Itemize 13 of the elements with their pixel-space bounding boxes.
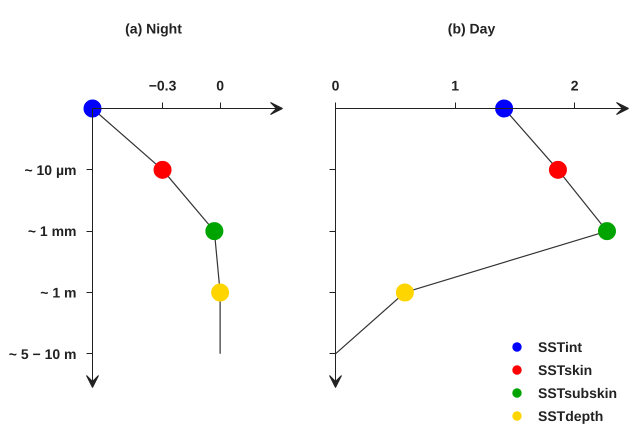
y-tick-label: ~ 1 m [40,284,77,300]
y-tick-label: ~ 10 µm [24,162,77,178]
point [154,160,172,179]
x-tick-label: −0.3 [148,78,177,94]
y-tick-label: ~ 1 mm [28,223,77,240]
x-tick-label: 0 [216,78,224,94]
point [84,100,102,118]
point [205,222,224,240]
x-tick-label: 0 [332,78,340,94]
chart-title: (a) Night [125,20,182,36]
point [396,283,414,302]
y-tick-label: ~ 5 − 10 m [8,346,76,362]
point [211,283,230,302]
